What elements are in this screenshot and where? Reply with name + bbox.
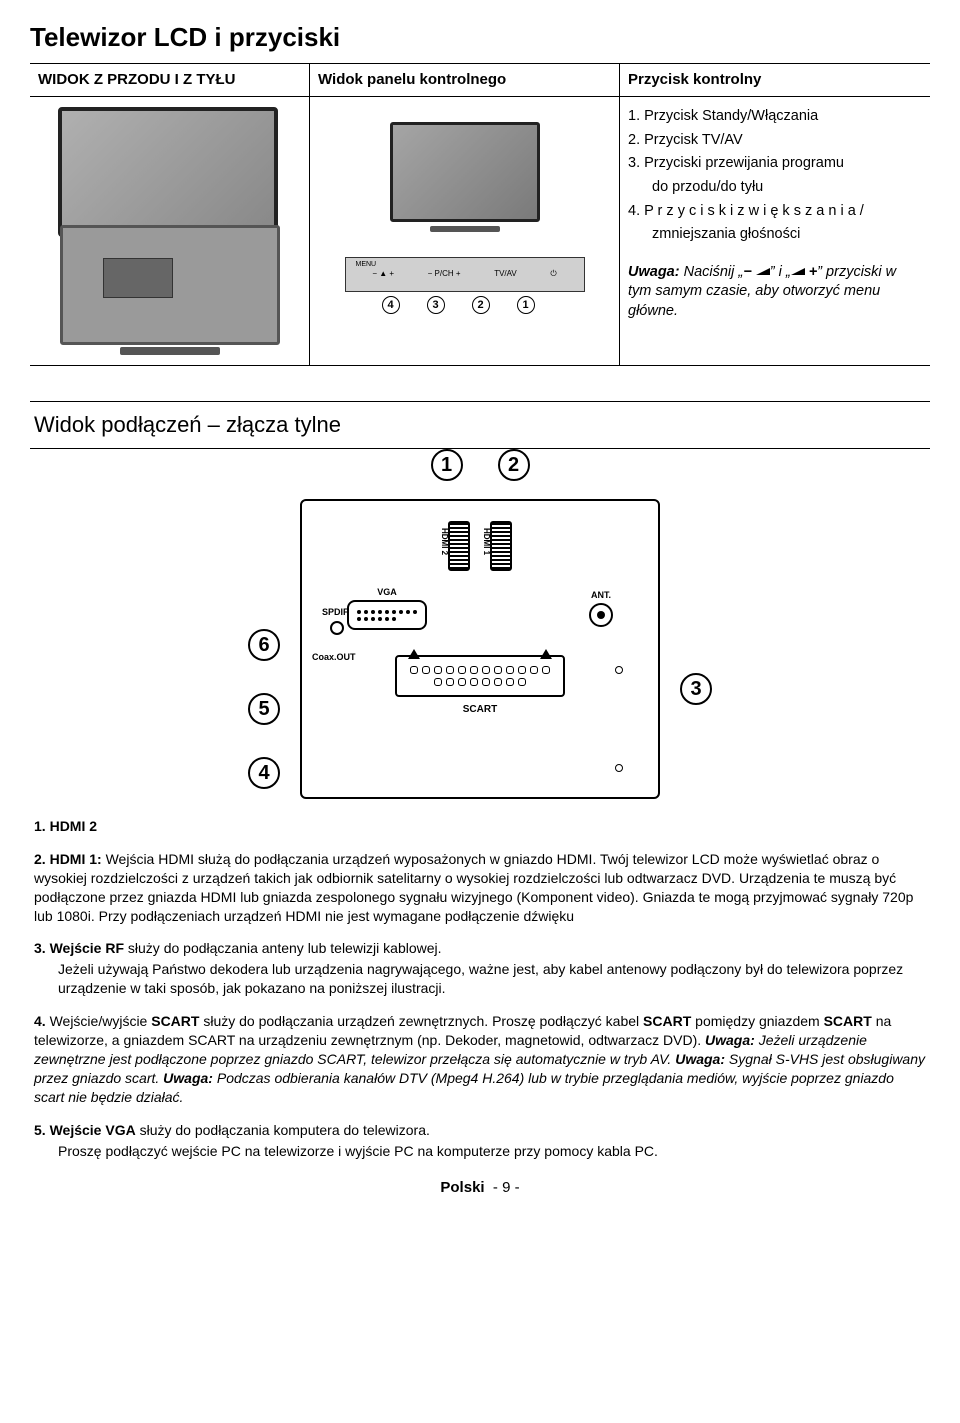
rear-section-title: Widok podłączeń – złącza tylne: [30, 401, 930, 449]
item-4-note3-head: Uwaga:: [163, 1070, 213, 1086]
rear-right-label: 3: [680, 593, 712, 705]
item-4-scart1: SCART: [151, 1013, 199, 1029]
control-panel-cell: MENU − ▲ + − P/CH + TV/AV ⏻ 4 3 2 1: [310, 97, 620, 365]
item-5-num: 5.: [34, 1122, 46, 1138]
item-2: 2. HDMI 1: Wejścia HDMI służą do podłącz…: [34, 850, 926, 926]
rear-callout-5: 5: [248, 693, 280, 725]
footer-lang: Polski: [440, 1179, 484, 1196]
arrow-up-icon-2: [540, 649, 552, 659]
arrow-up-icon: [408, 649, 420, 659]
menu-grp-tvav: TV/AV: [494, 269, 517, 280]
item-3: 3. Wejście RF służy do podłączania anten…: [34, 939, 926, 998]
menu-panel: MENU − ▲ + − P/CH + TV/AV ⏻: [345, 257, 585, 292]
ant-port: [589, 603, 613, 627]
header-col2: Widok panelu kontrolnego: [310, 64, 620, 96]
hdmi1-port: HDMI 1: [490, 521, 512, 571]
note-body: Naciśnij „: [680, 264, 744, 280]
footer: Polski - 9 -: [30, 1178, 930, 1198]
rear-callout-6: 6: [248, 629, 280, 661]
item-5-body2: Proszę podłączyć wejście PC na telewizor…: [34, 1142, 926, 1161]
rear-top-labels: 1 2: [30, 449, 930, 481]
tv-small-graphic: [390, 122, 540, 222]
content-row: MENU − ▲ + − P/CH + TV/AV ⏻ 4 3 2 1 1. P…: [30, 97, 930, 366]
item-2-num: 2.: [34, 851, 46, 867]
btn-4-line2: zmniejszania głośności: [628, 225, 922, 245]
item-4-body-a: Wejście/wyjście: [50, 1013, 152, 1029]
rear-callout-2: 2: [498, 449, 530, 481]
vga-port: [347, 600, 427, 630]
spdif-port: [330, 621, 344, 635]
footer-page: - 9 -: [493, 1179, 520, 1196]
vga-area: VGA: [347, 586, 427, 630]
item-3-head: Wejście RF: [50, 940, 124, 956]
item-2-body: Wejścia HDMI służą do podłączania urządz…: [34, 851, 913, 924]
tv-views-cell: [30, 97, 310, 365]
hdmi2-port: HDMI 2: [448, 521, 470, 571]
item-3-body2: Jeżeli używają Państwo dekodera lub urzą…: [34, 960, 926, 998]
btn-1: 1. Przycisk Standy/Włączania: [628, 107, 922, 127]
item-4: 4. Wejście/wyjście SCART służy do podłąc…: [34, 1012, 926, 1106]
callout-1: 1: [517, 296, 535, 314]
page-title: Telewizor LCD i przyciski: [30, 20, 930, 55]
vga-label: VGA: [347, 586, 427, 598]
header-col3: Przycisk kontrolny: [620, 64, 930, 96]
menu-grp-power: ⏻: [550, 269, 556, 280]
tv-back-graphic: [60, 225, 280, 345]
callout-3: 3: [427, 296, 445, 314]
item-4-body-b: służy do podłączania urządzeń zewnętrzny…: [199, 1013, 643, 1029]
btn-4-line1: 4. P r z y c i s k i z w i ę k s z a n i…: [628, 202, 922, 222]
item-4-scart2: SCART: [643, 1013, 691, 1029]
item-3-num: 3.: [34, 940, 46, 956]
note-prefix: Uwaga:: [628, 264, 680, 280]
item-5-head: Wejście VGA: [50, 1122, 136, 1138]
scart-port: [395, 655, 565, 697]
item-1-head: HDMI 2: [50, 818, 97, 834]
btn-3-line2: do przodu/do tyłu: [628, 178, 922, 198]
hdmi1-label: HDMI 1: [480, 528, 491, 555]
ant-label: ANT.: [589, 589, 613, 601]
menu-callouts: 4 3 2 1: [368, 296, 548, 314]
rear-diagram-wrapper: 1 2 6 5 4 HDMI 2 HDMI 1 SPDIF Coax.OUT V…: [30, 449, 930, 799]
note-text: Uwaga: Naciśnij „− ” i „ +” przyciski w …: [628, 263, 922, 322]
item-1: 1. HDMI 2: [34, 817, 926, 836]
header-col1: WIDOK Z PRZODU I Z TYŁU: [30, 64, 310, 96]
item-5: 5. Wejście VGA służy do podłączania komp…: [34, 1121, 926, 1161]
triangle-icon-2: [791, 268, 805, 275]
item-4-num: 4.: [34, 1013, 46, 1029]
spdif-label: SPDIF: [322, 606, 349, 618]
note-mid: ” i „: [770, 264, 791, 280]
triangle-icon: [756, 268, 770, 275]
btn-3-line1: 3. Przyciski przewijania programu: [628, 154, 922, 174]
item-3-body: służy do podłączania anteny lub telewizj…: [124, 940, 442, 956]
ant-area: ANT.: [589, 589, 613, 627]
btn-2: 2. Przycisk TV/AV: [628, 131, 922, 151]
callout-2: 2: [472, 296, 490, 314]
rear-callout-1: 1: [431, 449, 463, 481]
menu-grp-volume: − ▲ +: [372, 269, 394, 280]
item-4-scart3: SCART: [824, 1013, 872, 1029]
button-list-cell: 1. Przycisk Standy/Włączania 2. Przycisk…: [620, 97, 930, 365]
rear-left-labels: 6 5 4: [248, 509, 280, 789]
item-4-note2-head: Uwaga:: [675, 1051, 725, 1067]
menu-label: MENU: [356, 260, 377, 269]
item-4-body-c: pomiędzy gniazdem: [691, 1013, 823, 1029]
coax-label: Coax.OUT: [312, 651, 356, 663]
note-after: ”: [817, 264, 822, 280]
rear-callout-4: 4: [248, 757, 280, 789]
item-2-head: HDMI 1:: [50, 851, 102, 867]
menu-grp-channel: − P/CH +: [428, 269, 461, 280]
item-4-note1-head: Uwaga:: [705, 1032, 755, 1048]
item-1-num: 1.: [34, 818, 46, 834]
rear-panel: HDMI 2 HDMI 1 SPDIF Coax.OUT VGA ANT.: [300, 499, 660, 799]
rear-callout-3: 3: [680, 673, 712, 705]
callout-4: 4: [382, 296, 400, 314]
item-5-body: służy do podłączania komputera do telewi…: [136, 1122, 430, 1138]
tv-front-graphic: [38, 107, 298, 217]
hdmi2-label: HDMI 2: [438, 528, 449, 555]
scart-label: SCART: [463, 703, 497, 717]
description-list: 1. HDMI 2 2. HDMI 1: Wejścia HDMI służą …: [30, 817, 930, 1160]
header-row: WIDOK Z PRZODU I Z TYŁU Widok panelu kon…: [30, 63, 930, 97]
